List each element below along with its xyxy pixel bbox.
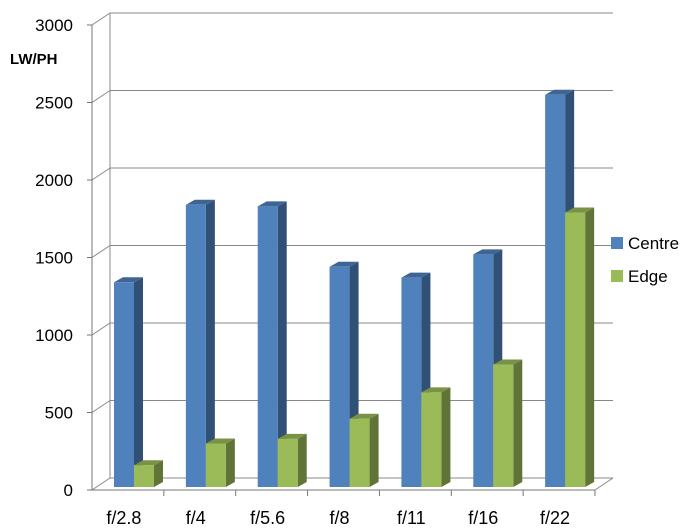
y-axis-label: LW/PH — [10, 51, 58, 68]
gridline-slant — [91, 12, 111, 26]
legend-label: Edge — [628, 267, 668, 286]
y-tick-label: 500 — [45, 404, 73, 423]
bar-side — [205, 199, 215, 488]
legend-label: Centre — [628, 234, 679, 253]
gridline-slant — [91, 167, 111, 181]
bar-side — [369, 413, 379, 487]
bar-front — [349, 418, 370, 487]
bar-edge-f/2.8 — [134, 460, 163, 487]
bar-front — [114, 282, 134, 487]
bar-top — [205, 438, 235, 444]
bar-front — [277, 438, 298, 487]
x-tick-label: f/22 — [540, 508, 570, 528]
gridline-slant — [91, 477, 111, 491]
bar-front — [421, 392, 442, 487]
bar-front — [493, 364, 514, 487]
bar-side — [585, 207, 595, 488]
legend-swatch — [611, 237, 623, 249]
bar-edge-f/22 — [565, 207, 595, 488]
gridline-slant — [91, 322, 111, 336]
bar-centre-f/2.8 — [114, 277, 143, 487]
legend-item-centre: Centre — [611, 234, 679, 253]
bar-top — [421, 387, 451, 393]
y-tick-label: 1000 — [35, 326, 73, 345]
bar-front — [205, 443, 226, 487]
x-tick-label: f/8 — [329, 508, 349, 528]
gridline-slant — [91, 245, 111, 258]
bar-top — [277, 433, 307, 439]
legend-swatch — [611, 270, 623, 282]
axes — [87, 13, 614, 496]
x-tick-label: f/2.8 — [106, 508, 141, 528]
y-tick-labels: 0 500 1000 1500 2000 2500 3000 — [35, 16, 73, 500]
bar-side — [225, 438, 235, 487]
bar-edge-f/4 — [205, 438, 235, 487]
bar-side — [134, 277, 143, 487]
bar-side — [154, 460, 163, 487]
bar-side — [441, 387, 451, 487]
bar-front — [473, 254, 494, 487]
bar-top — [545, 89, 575, 95]
bar-top — [473, 249, 503, 255]
bar-front — [545, 94, 566, 487]
floor-edge — [594, 477, 614, 491]
bar-top — [185, 199, 215, 205]
bar-front — [329, 266, 350, 487]
legend: Centre Edge — [611, 234, 679, 286]
legend-item-edge: Edge — [611, 267, 668, 286]
bar-front — [565, 212, 586, 488]
bar-edge-f/5.6 — [277, 433, 307, 487]
gridline-slant — [91, 400, 111, 413]
x-tick-label: f/4 — [186, 508, 206, 528]
bar-centre-f/4 — [185, 199, 215, 488]
y-tick-label: 2500 — [35, 94, 73, 113]
bar-top — [401, 272, 431, 278]
x-tick-label: f/11 — [397, 508, 426, 528]
x-tick-label: f/16 — [468, 508, 498, 528]
y-tick-label: 3000 — [35, 16, 73, 35]
bars — [114, 89, 595, 488]
bar-side — [297, 433, 307, 487]
bar-top — [349, 413, 379, 419]
bar-centre-f/5.6 — [257, 201, 287, 487]
bar-top — [493, 359, 523, 365]
bar-edge-f/11 — [421, 387, 451, 487]
bar-side — [277, 201, 287, 487]
bar-front — [185, 204, 206, 488]
x-tick-label: f/5.6 — [250, 508, 285, 528]
bar-edge-f/8 — [349, 413, 379, 487]
x-tick-labels: f/2.8 f/4 f/5.6 f/8 f/11 f/16 f/22 — [106, 508, 570, 528]
y-tick-label: 0 — [64, 481, 73, 500]
bar-top — [114, 277, 143, 283]
bar-front — [401, 277, 422, 487]
bar-front — [257, 206, 278, 487]
y-tick-label: 2000 — [35, 171, 73, 190]
bar-front — [134, 465, 154, 487]
bar-top — [565, 207, 595, 213]
bar-top — [257, 201, 287, 207]
bar-top — [329, 261, 359, 267]
y-tick-label: 1500 — [35, 249, 73, 268]
bar-side — [513, 359, 523, 487]
bar-edge-f/16 — [493, 359, 523, 487]
gridline-slant — [91, 90, 111, 103]
bar-top — [134, 460, 163, 466]
